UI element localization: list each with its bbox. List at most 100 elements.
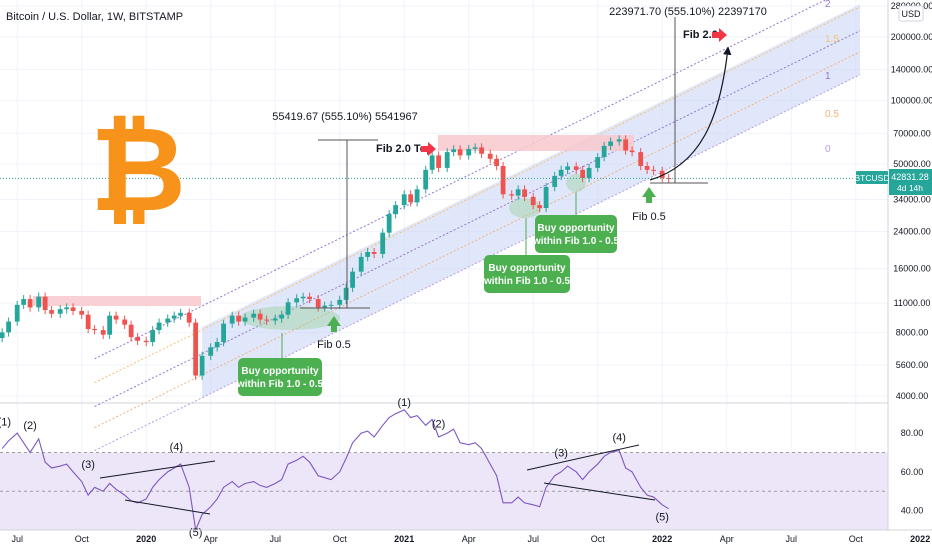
candle-body	[537, 205, 543, 209]
candle-body	[107, 315, 113, 335]
candle-body	[629, 150, 635, 153]
time-tick-label: Apr	[462, 534, 476, 544]
candle-body	[436, 155, 441, 168]
candle-body	[21, 299, 27, 305]
resistance-zone-2019	[33, 296, 201, 306]
candle-body	[214, 342, 220, 348]
candle-body	[522, 189, 527, 197]
candle-body	[264, 319, 269, 321]
buy-callout-text: Buy opportunity within Fib 1.0 - 0.5	[483, 263, 571, 287]
price-tick-label: 5600.00	[896, 360, 929, 370]
currency-badge[interactable]	[898, 5, 924, 22]
candle-body	[337, 299, 343, 305]
time-tick-label: Oct	[849, 534, 864, 544]
candle-body	[42, 296, 48, 311]
wave-label: (2)	[432, 418, 445, 430]
candle-body	[487, 153, 493, 159]
candle-body	[315, 299, 321, 308]
wave-label: (5)	[189, 527, 202, 539]
rsi-axis-labels: 40.00 60.00 80.00	[901, 428, 924, 516]
buy-callout: Buy opportunity within Fib 1.0 - 0.5	[483, 218, 571, 293]
time-axis-labels[interactable]: Jul Oct 2020 Apr Jul Oct 2021 Apr Jul Oct 2022 Apr J…	[11, 534, 930, 544]
candle-body	[272, 318, 278, 321]
red-arrow-icon	[712, 28, 727, 42]
fib-channel-lines: 0 0.5 1 1.5 2	[94, 0, 861, 452]
candle-body	[457, 149, 463, 156]
candle-body	[595, 157, 601, 168]
price-tick-label: 4000.00	[896, 391, 929, 401]
rsi-tick-label: 40.00	[901, 506, 924, 516]
candle-body	[565, 166, 570, 170]
candle-body	[285, 302, 291, 315]
candle-body	[27, 299, 33, 308]
candle-body	[85, 314, 91, 329]
candle-body	[242, 317, 248, 322]
rsi-tick-label: 80.00	[901, 428, 924, 438]
candle-body	[279, 314, 285, 319]
rsi-line	[1, 409, 669, 533]
candle-body	[608, 141, 613, 146]
candle-body	[429, 155, 435, 170]
wave-label: (1)	[397, 397, 410, 409]
measure-tool-small	[300, 139, 378, 309]
candle-body	[365, 252, 371, 257]
price-tick-label: 11000.00	[894, 298, 931, 308]
candle-body	[586, 167, 592, 178]
price-tick-label: 70000.00	[893, 128, 931, 138]
wave-label: (5)	[655, 511, 668, 523]
candle-body	[64, 307, 70, 310]
candle-body	[666, 177, 672, 179]
time-tick-label: Apr	[204, 534, 218, 544]
candle-body	[57, 309, 63, 314]
price-tick-label: 100000.00	[891, 96, 932, 106]
candle-body	[515, 189, 521, 196]
wave-label: (2)	[23, 420, 36, 432]
candle-body	[466, 148, 472, 156]
candle-body	[573, 166, 579, 170]
buy-callout-text: Buy opportunity within Fib 1.0 - 0.5	[236, 366, 324, 390]
candle-body	[79, 310, 85, 315]
candle-body	[0, 332, 5, 339]
buy-zone-ellipse	[240, 306, 340, 330]
price-tick-label: 200000.00	[891, 32, 932, 42]
price-tick-label: 8000.00	[896, 327, 929, 337]
fib-05-label: Fib 0.5	[317, 339, 351, 351]
time-tick-label: 2022	[652, 534, 672, 544]
fib-level-label: 2	[825, 0, 831, 10]
time-tick-label: Oct	[591, 534, 606, 544]
candle-body	[601, 145, 607, 158]
candle-body	[530, 196, 536, 206]
time-tick-label: 2021	[394, 534, 414, 544]
bitcoin-logo: ₿	[90, 100, 186, 238]
candle-body	[92, 328, 97, 331]
countdown-label: 4d 14h	[897, 183, 923, 193]
candle-body	[257, 313, 263, 320]
candle-body	[358, 256, 364, 272]
chart-title: Bitcoin / U.S. Dollar, 1W, BITSTAMP	[6, 11, 183, 23]
candle-body	[343, 287, 349, 300]
candle-body	[150, 330, 156, 343]
wave-label: (3)	[554, 447, 567, 459]
candle-body	[251, 313, 257, 318]
currency-label: USD	[901, 9, 921, 19]
resistance-zone-2021	[438, 135, 634, 151]
candle-body	[36, 296, 42, 308]
symbol-tag	[856, 171, 888, 184]
candle-body	[659, 170, 665, 178]
candle-body	[479, 147, 484, 154]
candlestick-series	[0, 135, 888, 380]
price-tick-label: 16000.00	[893, 264, 931, 274]
price-axis[interactable]	[888, 0, 932, 550]
candle-body	[451, 149, 457, 153]
candle-body	[236, 315, 242, 322]
rsi-tick-label: 60.00	[901, 467, 924, 477]
candle-body	[135, 337, 140, 341]
fib-level-label: 1	[825, 71, 831, 82]
candle-body	[623, 139, 629, 151]
candle-body	[208, 347, 214, 356]
time-tick-label: Jul	[527, 534, 539, 544]
candle-body	[186, 312, 192, 323]
candle-body	[113, 315, 119, 320]
candle-body	[616, 139, 622, 142]
